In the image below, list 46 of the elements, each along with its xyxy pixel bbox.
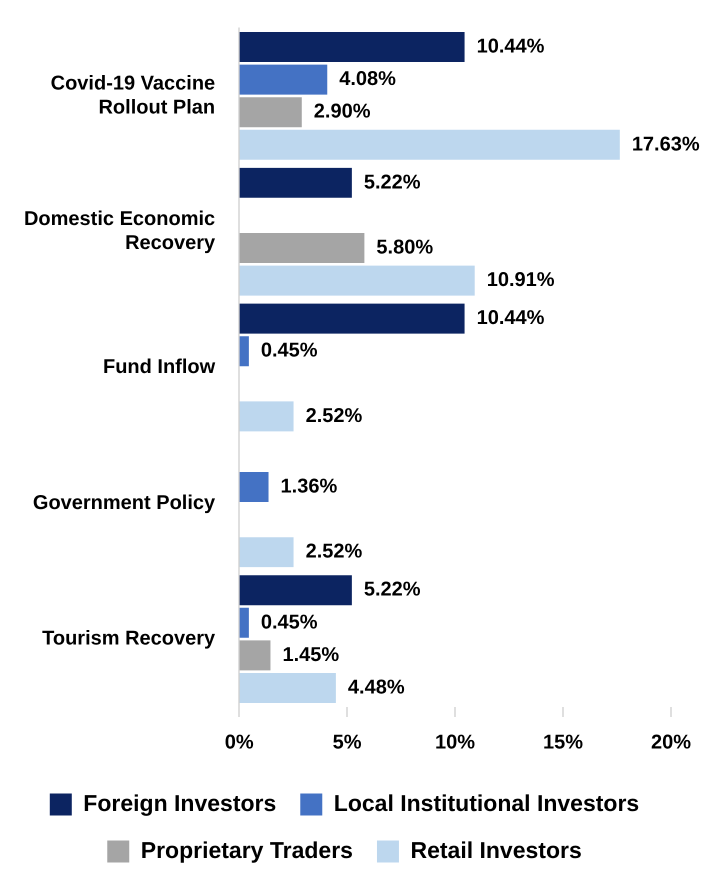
- data-label: 5.22%: [364, 578, 421, 601]
- data-label: 2.90%: [314, 100, 371, 123]
- bar: [240, 608, 249, 638]
- bar: [240, 266, 475, 296]
- data-label: 0.45%: [260, 611, 318, 634]
- x-tick-label: 20%: [650, 732, 692, 754]
- bar: [240, 130, 620, 160]
- bar: [240, 168, 352, 198]
- legend-label: Proprietary Traders: [140, 836, 353, 863]
- data-label: 0.45%: [260, 340, 318, 362]
- bar: [240, 640, 270, 670]
- data-label: 17.63%: [632, 133, 700, 156]
- x-tick-label: 5%: [332, 732, 362, 754]
- data-label: 4.08%: [339, 68, 396, 90]
- data-label: 10.44%: [476, 307, 545, 330]
- legend-label: Foreign Investors: [83, 790, 276, 816]
- bar: [240, 233, 364, 263]
- data-label: 2.52%: [306, 404, 362, 427]
- bar: [240, 672, 336, 703]
- data-label: 4.48%: [348, 676, 405, 699]
- bar: [240, 336, 249, 366]
- data-label: 1.36%: [280, 476, 338, 498]
- bar: [240, 32, 465, 62]
- bar: [240, 401, 294, 432]
- y-tick-label: Covid-19 Vaccine Rollout Plan: [50, 72, 216, 118]
- y-tick-label: Tourism Recovery: [42, 628, 216, 650]
- data-label: 10.91%: [486, 269, 555, 292]
- data-label: 2.52%: [306, 540, 362, 563]
- legend-label: Retail Investors: [410, 836, 582, 863]
- bar: [240, 575, 352, 606]
- legend-label: Local Institutional Investors: [334, 790, 640, 816]
- y-tick-label: Government Policy: [32, 492, 216, 514]
- data-label: 5.22%: [364, 171, 421, 194]
- bar: [240, 64, 328, 95]
- data-label: 10.44%: [476, 36, 545, 58]
- bar: [240, 472, 269, 502]
- x-tick-label: 10%: [435, 732, 476, 754]
- bar: [240, 97, 302, 128]
- y-tick-label: Domestic Economic Recovery: [24, 208, 216, 254]
- bar: [240, 537, 294, 568]
- x-tick-label: 0%: [224, 732, 254, 754]
- y-tick-label: Fund Inflow: [102, 356, 216, 378]
- data-label: 1.45%: [282, 644, 340, 666]
- data-label: 5.80%: [376, 236, 434, 259]
- bar: [240, 304, 465, 334]
- x-tick-label: 15%: [543, 732, 584, 754]
